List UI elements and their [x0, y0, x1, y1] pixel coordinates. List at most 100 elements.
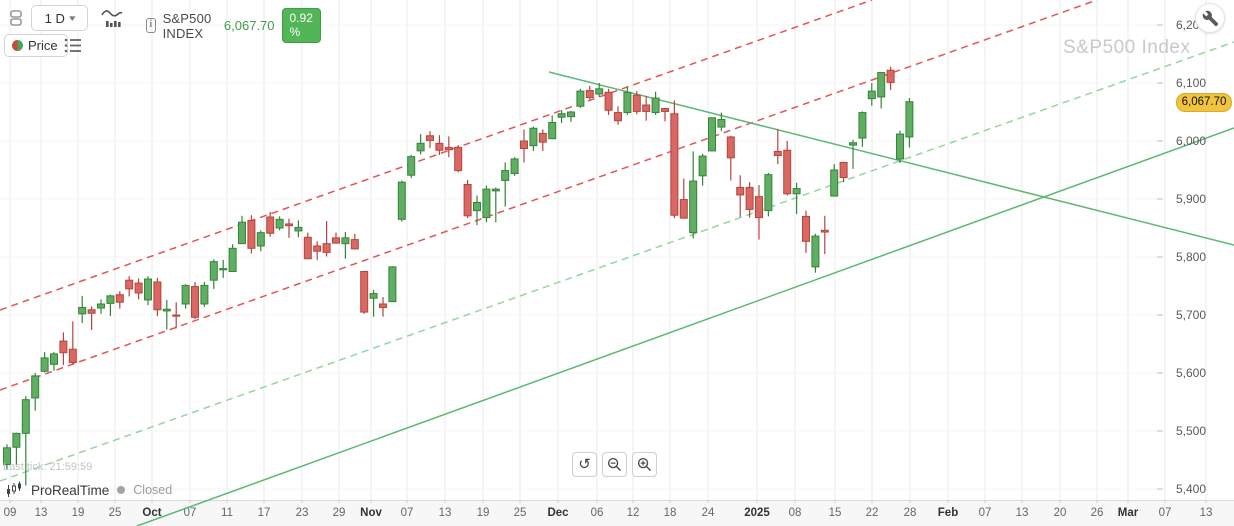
candle-body	[3, 447, 11, 466]
candle-body	[595, 88, 604, 95]
candle-body	[689, 180, 698, 234]
settings-wrench-button[interactable]	[1195, 3, 1225, 33]
time-axis-label: 13	[1199, 507, 1213, 519]
candle-body	[369, 293, 378, 299]
workspace-icon[interactable]	[6, 8, 26, 28]
candle-body	[764, 174, 773, 212]
candle-body	[162, 308, 171, 312]
time-axis-label: 13	[1015, 507, 1029, 519]
candle-body	[623, 91, 632, 114]
candle-body	[755, 196, 763, 219]
trendline-channel-upper	[0, 0, 873, 311]
reset-view-button[interactable]: ↺	[572, 452, 597, 477]
last-tick-label: Last tick: 21:59:59	[3, 461, 93, 473]
candle-body	[698, 155, 707, 177]
instrument-header: i S&P500 INDEX 6,067.70 0.92 %	[146, 8, 321, 43]
candle-body	[473, 201, 481, 212]
candle-body	[59, 340, 68, 354]
time-axis-label: 18	[663, 507, 677, 519]
candle-body	[115, 294, 124, 303]
last-price-badge: 6,067.70	[1176, 93, 1232, 112]
candle-body	[783, 149, 792, 195]
zoom-in-icon	[637, 457, 651, 471]
price-axis-label: 5,800	[1176, 250, 1207, 264]
time-axis-label: 23	[295, 507, 309, 519]
candle-body	[426, 135, 434, 141]
candle-body	[529, 127, 538, 147]
candle-body	[614, 112, 622, 122]
candle-body	[153, 281, 162, 311]
chevron-down-icon: ▾	[68, 12, 76, 23]
brand-row: ProRealTime Closed	[6, 481, 172, 499]
candle-body	[191, 286, 199, 318]
time-axis-label: Mar	[1117, 507, 1139, 519]
zoom-in-button[interactable]	[632, 452, 657, 477]
candle-body	[125, 279, 134, 290]
info-icon[interactable]: i	[146, 18, 156, 33]
time-axis-label: 19	[71, 507, 85, 519]
timeframe-dropdown[interactable]: 1 D ▾	[31, 5, 88, 31]
candle-body	[435, 142, 444, 151]
candle-body	[708, 117, 716, 152]
candle-body	[538, 132, 547, 143]
candle-body	[520, 140, 528, 150]
candle-body	[97, 303, 105, 309]
candle-body	[350, 239, 359, 250]
candle-body	[360, 271, 369, 313]
time-axis-label: 11	[221, 507, 233, 519]
candle-body	[181, 284, 190, 305]
candle-body	[632, 94, 641, 112]
candle-body	[219, 268, 228, 271]
candle-body	[773, 150, 782, 157]
time-axis-label: 26	[1090, 507, 1104, 519]
time-axis-label: 28	[903, 507, 917, 519]
candle-body	[726, 136, 735, 159]
candle-body	[87, 309, 96, 314]
time-axis-label: 19	[476, 507, 490, 519]
candle-body	[313, 245, 322, 252]
candle-body	[802, 215, 810, 242]
time-axis-label: 12	[626, 507, 640, 519]
candle-body	[792, 188, 801, 195]
candle-body	[209, 261, 218, 281]
candle-body	[134, 282, 143, 294]
price-axis-label: 5,400	[1176, 482, 1207, 496]
candle-body	[172, 314, 181, 317]
candle-body	[106, 295, 115, 304]
time-axis-label: 09	[3, 507, 17, 519]
candle-body	[557, 113, 566, 118]
indicator-list-icon[interactable]	[64, 37, 82, 54]
candle-body	[670, 113, 679, 216]
time-axis-label: Oct	[142, 507, 162, 519]
price-series-dot-icon	[12, 40, 23, 51]
time-axis[interactable]: 09 13 19 25 Oct 07 11 17 23 29 Nov 07 13 19 25 Dec 06 12 1…	[0, 500, 1234, 526]
candle-body	[604, 91, 613, 111]
instrument-name: S&P500 INDEX	[162, 10, 212, 41]
candle-body	[78, 306, 87, 315]
price-legend[interactable]: Price	[4, 34, 68, 57]
chart-type-icon[interactable]	[100, 6, 124, 30]
candle-body	[661, 108, 669, 112]
price-axis-label: 6,000	[1176, 134, 1207, 148]
time-axis-label: 17	[257, 507, 271, 519]
zoom-out-icon	[607, 457, 621, 471]
time-axis-label: 22	[865, 507, 879, 519]
candle-body	[144, 278, 152, 301]
time-axis-label: 08	[788, 507, 802, 519]
candle-body	[501, 170, 510, 181]
candle-body	[397, 181, 406, 220]
candle-body	[68, 348, 77, 364]
price-axis[interactable]: 6,200 6,100 6,000 5,900 5,800 5,700 5,600 5,500…	[1156, 0, 1234, 500]
price-axis-label: 5,500	[1176, 424, 1207, 438]
time-axis-label: 20	[1053, 507, 1067, 519]
time-axis-label: Dec	[547, 507, 569, 519]
time-axis-label: 07	[183, 507, 197, 519]
candle-body	[679, 199, 688, 219]
candle-body	[407, 156, 416, 176]
candle-body	[12, 432, 21, 448]
candle-body	[322, 243, 331, 253]
market-state-label: Closed	[133, 483, 173, 497]
candle-body	[811, 235, 820, 268]
zoom-out-button[interactable]	[602, 452, 627, 477]
trendline-resistance-solid	[548, 71, 1234, 246]
